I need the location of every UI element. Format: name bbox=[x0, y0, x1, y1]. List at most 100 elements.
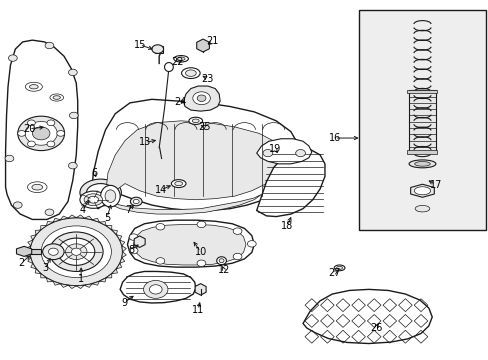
Circle shape bbox=[8, 55, 17, 61]
Circle shape bbox=[197, 260, 205, 266]
Polygon shape bbox=[410, 184, 433, 197]
Text: 12: 12 bbox=[217, 265, 230, 275]
Text: 1: 1 bbox=[78, 274, 84, 284]
Polygon shape bbox=[112, 230, 117, 235]
Polygon shape bbox=[105, 121, 283, 200]
Text: 19: 19 bbox=[268, 144, 280, 154]
Bar bbox=[24, 249, 41, 253]
Polygon shape bbox=[196, 39, 209, 52]
Polygon shape bbox=[91, 99, 300, 211]
Polygon shape bbox=[26, 252, 31, 258]
Bar bbox=[358, 10, 485, 230]
Ellipse shape bbox=[185, 70, 196, 76]
Text: 8: 8 bbox=[128, 245, 134, 255]
Polygon shape bbox=[61, 216, 68, 220]
Text: 26: 26 bbox=[369, 323, 382, 333]
Polygon shape bbox=[26, 246, 31, 252]
Circle shape bbox=[49, 232, 103, 271]
Ellipse shape bbox=[84, 194, 102, 206]
Ellipse shape bbox=[80, 191, 106, 208]
Circle shape bbox=[42, 244, 64, 260]
Polygon shape bbox=[31, 264, 36, 269]
Circle shape bbox=[57, 131, 64, 136]
Circle shape bbox=[152, 45, 163, 53]
Polygon shape bbox=[68, 215, 76, 218]
Polygon shape bbox=[41, 274, 46, 278]
Ellipse shape bbox=[216, 257, 226, 265]
Ellipse shape bbox=[32, 184, 42, 190]
Text: 13: 13 bbox=[139, 138, 151, 147]
Text: 15: 15 bbox=[133, 40, 145, 50]
Polygon shape bbox=[17, 246, 32, 256]
Circle shape bbox=[130, 197, 142, 206]
Circle shape bbox=[45, 209, 54, 216]
Text: 11: 11 bbox=[192, 305, 204, 315]
Circle shape bbox=[197, 221, 205, 228]
Ellipse shape bbox=[86, 184, 115, 202]
Polygon shape bbox=[133, 225, 245, 265]
Ellipse shape bbox=[25, 82, 42, 91]
Text: 27: 27 bbox=[328, 267, 340, 278]
Ellipse shape bbox=[192, 119, 199, 123]
Text: 23: 23 bbox=[202, 73, 214, 84]
Ellipse shape bbox=[50, 94, 63, 101]
Ellipse shape bbox=[29, 85, 38, 89]
Circle shape bbox=[30, 218, 122, 286]
Circle shape bbox=[156, 258, 164, 264]
Circle shape bbox=[149, 285, 162, 294]
Polygon shape bbox=[122, 252, 126, 258]
Ellipse shape bbox=[164, 63, 173, 72]
Text: 20: 20 bbox=[23, 124, 35, 134]
Circle shape bbox=[69, 112, 78, 119]
Ellipse shape bbox=[219, 259, 224, 263]
Text: 18: 18 bbox=[281, 221, 293, 231]
Polygon shape bbox=[99, 221, 106, 226]
Ellipse shape bbox=[53, 96, 61, 99]
Ellipse shape bbox=[80, 179, 121, 206]
Text: 25: 25 bbox=[198, 122, 210, 132]
Circle shape bbox=[68, 162, 77, 169]
Polygon shape bbox=[120, 271, 195, 303]
Ellipse shape bbox=[413, 187, 430, 195]
Polygon shape bbox=[28, 258, 33, 264]
Polygon shape bbox=[106, 226, 112, 230]
Polygon shape bbox=[61, 284, 68, 287]
Polygon shape bbox=[53, 218, 61, 222]
Text: 6: 6 bbox=[91, 168, 97, 178]
Polygon shape bbox=[46, 278, 53, 282]
Circle shape bbox=[48, 248, 58, 255]
Polygon shape bbox=[76, 215, 84, 218]
Text: 17: 17 bbox=[428, 180, 441, 190]
Ellipse shape bbox=[177, 57, 184, 60]
Circle shape bbox=[32, 127, 50, 140]
Ellipse shape bbox=[88, 196, 99, 203]
Ellipse shape bbox=[171, 180, 185, 188]
Text: 9: 9 bbox=[121, 298, 127, 308]
Circle shape bbox=[18, 131, 25, 136]
Polygon shape bbox=[46, 221, 53, 226]
Polygon shape bbox=[35, 269, 41, 274]
Circle shape bbox=[58, 238, 95, 265]
Circle shape bbox=[129, 247, 138, 254]
Circle shape bbox=[233, 253, 242, 260]
Polygon shape bbox=[31, 235, 36, 240]
Text: 10: 10 bbox=[194, 247, 206, 257]
Ellipse shape bbox=[173, 55, 188, 62]
Text: 16: 16 bbox=[328, 133, 340, 143]
Ellipse shape bbox=[408, 160, 435, 168]
Bar bbox=[407, 150, 436, 154]
Polygon shape bbox=[303, 289, 431, 343]
Polygon shape bbox=[116, 235, 122, 240]
Bar bbox=[407, 90, 436, 93]
Circle shape bbox=[143, 280, 167, 298]
Circle shape bbox=[133, 199, 139, 204]
Polygon shape bbox=[183, 86, 220, 111]
Polygon shape bbox=[122, 246, 126, 252]
Ellipse shape bbox=[181, 68, 200, 78]
Polygon shape bbox=[256, 139, 311, 164]
Circle shape bbox=[197, 95, 205, 102]
Polygon shape bbox=[105, 194, 261, 214]
Circle shape bbox=[295, 149, 305, 157]
Ellipse shape bbox=[101, 185, 120, 207]
Circle shape bbox=[65, 244, 87, 260]
